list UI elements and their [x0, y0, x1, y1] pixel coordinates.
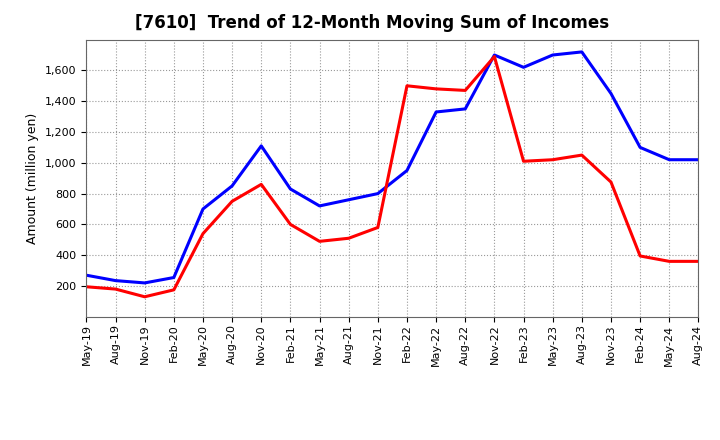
Net Income: [82, 284, 91, 290]
Ordinary Income: [432, 109, 441, 114]
Net Income: [140, 294, 149, 299]
Ordinary Income: [519, 65, 528, 70]
Ordinary Income: [549, 52, 557, 58]
Ordinary Income: [374, 191, 382, 196]
Net Income: [228, 198, 236, 204]
Ordinary Income: [607, 91, 616, 96]
Ordinary Income: [577, 49, 586, 55]
Ordinary Income: [169, 275, 178, 280]
Ordinary Income: [199, 206, 207, 212]
Ordinary Income: [402, 168, 411, 173]
Net Income: [344, 235, 353, 241]
Ordinary Income: [636, 145, 644, 150]
Net Income: [665, 259, 674, 264]
Line: Ordinary Income: Ordinary Income: [86, 52, 698, 283]
Net Income: [490, 54, 499, 59]
Ordinary Income: [257, 143, 266, 148]
Ordinary Income: [82, 272, 91, 278]
Text: [7610]  Trend of 12-Month Moving Sum of Incomes: [7610] Trend of 12-Month Moving Sum of I…: [135, 15, 610, 33]
Net Income: [549, 157, 557, 162]
Ordinary Income: [490, 52, 499, 58]
Net Income: [577, 152, 586, 158]
Ordinary Income: [694, 157, 703, 162]
Ordinary Income: [228, 183, 236, 188]
Ordinary Income: [315, 203, 324, 209]
Net Income: [636, 253, 644, 259]
Net Income: [432, 86, 441, 92]
Line: Net Income: Net Income: [86, 56, 698, 297]
Ordinary Income: [461, 106, 469, 111]
Net Income: [257, 182, 266, 187]
Net Income: [374, 225, 382, 230]
Net Income: [461, 88, 469, 93]
Net Income: [694, 259, 703, 264]
Net Income: [607, 180, 616, 185]
Net Income: [199, 231, 207, 236]
Ordinary Income: [286, 187, 294, 192]
Net Income: [519, 158, 528, 164]
Y-axis label: Amount (million yen): Amount (million yen): [27, 113, 40, 244]
Net Income: [286, 222, 294, 227]
Net Income: [169, 287, 178, 293]
Ordinary Income: [344, 197, 353, 202]
Ordinary Income: [140, 280, 149, 286]
Net Income: [402, 83, 411, 88]
Ordinary Income: [665, 157, 674, 162]
Ordinary Income: [111, 278, 120, 283]
Net Income: [315, 238, 324, 244]
Net Income: [111, 286, 120, 292]
